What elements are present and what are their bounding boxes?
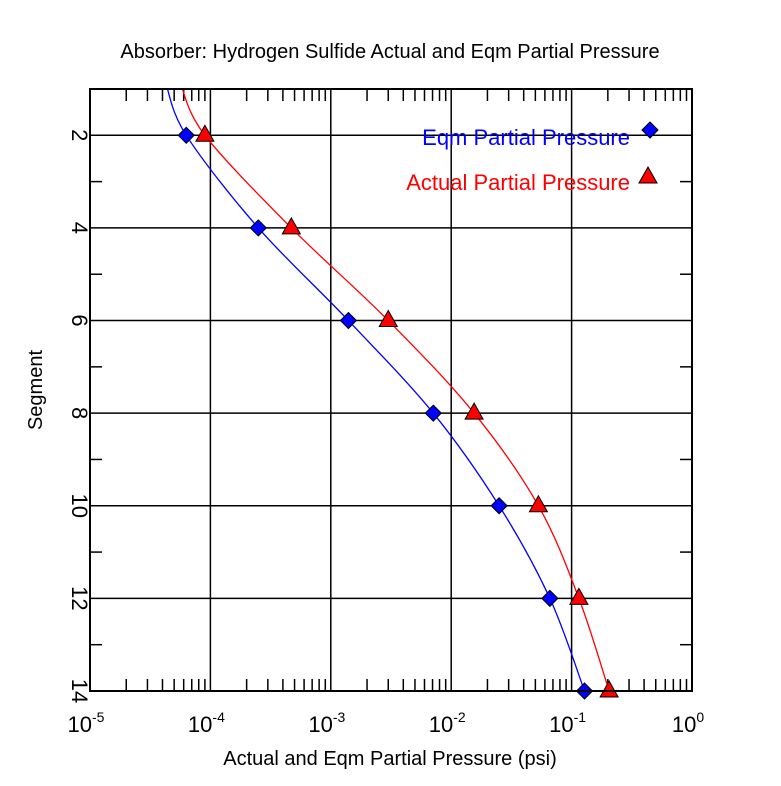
chart-title: Absorber: Hydrogen Sulfide Actual and Eq…: [120, 41, 659, 63]
data-point-diamond: [177, 126, 195, 145]
x-tick-exponent: -5: [92, 709, 105, 725]
series-curve-0: [166, 89, 586, 691]
legend-diamond-icon: [641, 121, 659, 139]
data-point-diamond: [339, 311, 358, 330]
x-tick-label: 10-4: [188, 709, 225, 737]
legend-triangle-icon: [638, 165, 658, 184]
x-tick-exponent: -1: [574, 709, 587, 725]
y-tick-label: 10: [67, 494, 92, 518]
y-tick-label: 6: [67, 314, 92, 326]
x-axis-label: Actual and Eqm Partial Pressure (psi): [223, 748, 556, 770]
x-tick-label: 10-3: [308, 709, 345, 737]
x-tick-base: 10: [429, 712, 453, 737]
data-point-triangle: [569, 587, 589, 605]
x-tick-exponent: -4: [212, 709, 225, 725]
x-tick-label: 10-1: [549, 709, 586, 737]
y-tick-label: 8: [67, 407, 92, 419]
y-tick-labels: 2 4 6 8 10 12 14: [67, 129, 92, 703]
x-tick-base: 10: [549, 712, 573, 737]
x-tick-base: 10: [188, 712, 212, 737]
x-tick-base: 10: [308, 712, 332, 737]
data-point-triangle: [378, 309, 399, 328]
y-axis-label: Segment: [25, 350, 47, 430]
legend: Eqm Partial Pressure Actual Partial Pres…: [406, 121, 659, 195]
x-tick-labels: 10-5 10-4 10-3 10-2 10-1 100: [68, 709, 705, 737]
y-tick-label: 4: [67, 222, 92, 234]
data-point-diamond: [490, 497, 508, 515]
x-tick-exponent: 0: [696, 709, 704, 725]
curves: [166, 89, 610, 691]
plot-frame: [89, 88, 693, 692]
data-point-diamond: [249, 219, 268, 237]
y-tick-label: 2: [67, 129, 92, 141]
legend-label-eqm: Eqm Partial Pressure: [422, 125, 630, 150]
y-tick-label: 14: [67, 679, 92, 703]
x-tick-label: 100: [672, 709, 704, 737]
data-point-diamond: [541, 589, 559, 608]
x-tick-exponent: -3: [333, 709, 346, 725]
legend-label-actual: Actual Partial Pressure: [406, 170, 630, 195]
y-tick-label: 12: [67, 586, 92, 610]
series-curve-1: [181, 89, 610, 691]
x-tick-base: 10: [68, 712, 92, 737]
data-point-triangle: [599, 679, 619, 698]
data-point-triangle: [195, 124, 215, 142]
x-tick-label: 10-2: [429, 709, 466, 737]
x-tick-exponent: -2: [453, 709, 466, 725]
data-point-diamond: [424, 404, 442, 422]
data-point-triangle: [528, 494, 549, 513]
x-tick-label: 10-5: [68, 709, 105, 737]
data-point-triangle: [464, 402, 484, 420]
data-point-triangle: [281, 216, 302, 235]
ticks: [90, 89, 692, 691]
x-tick-base: 10: [672, 712, 696, 737]
